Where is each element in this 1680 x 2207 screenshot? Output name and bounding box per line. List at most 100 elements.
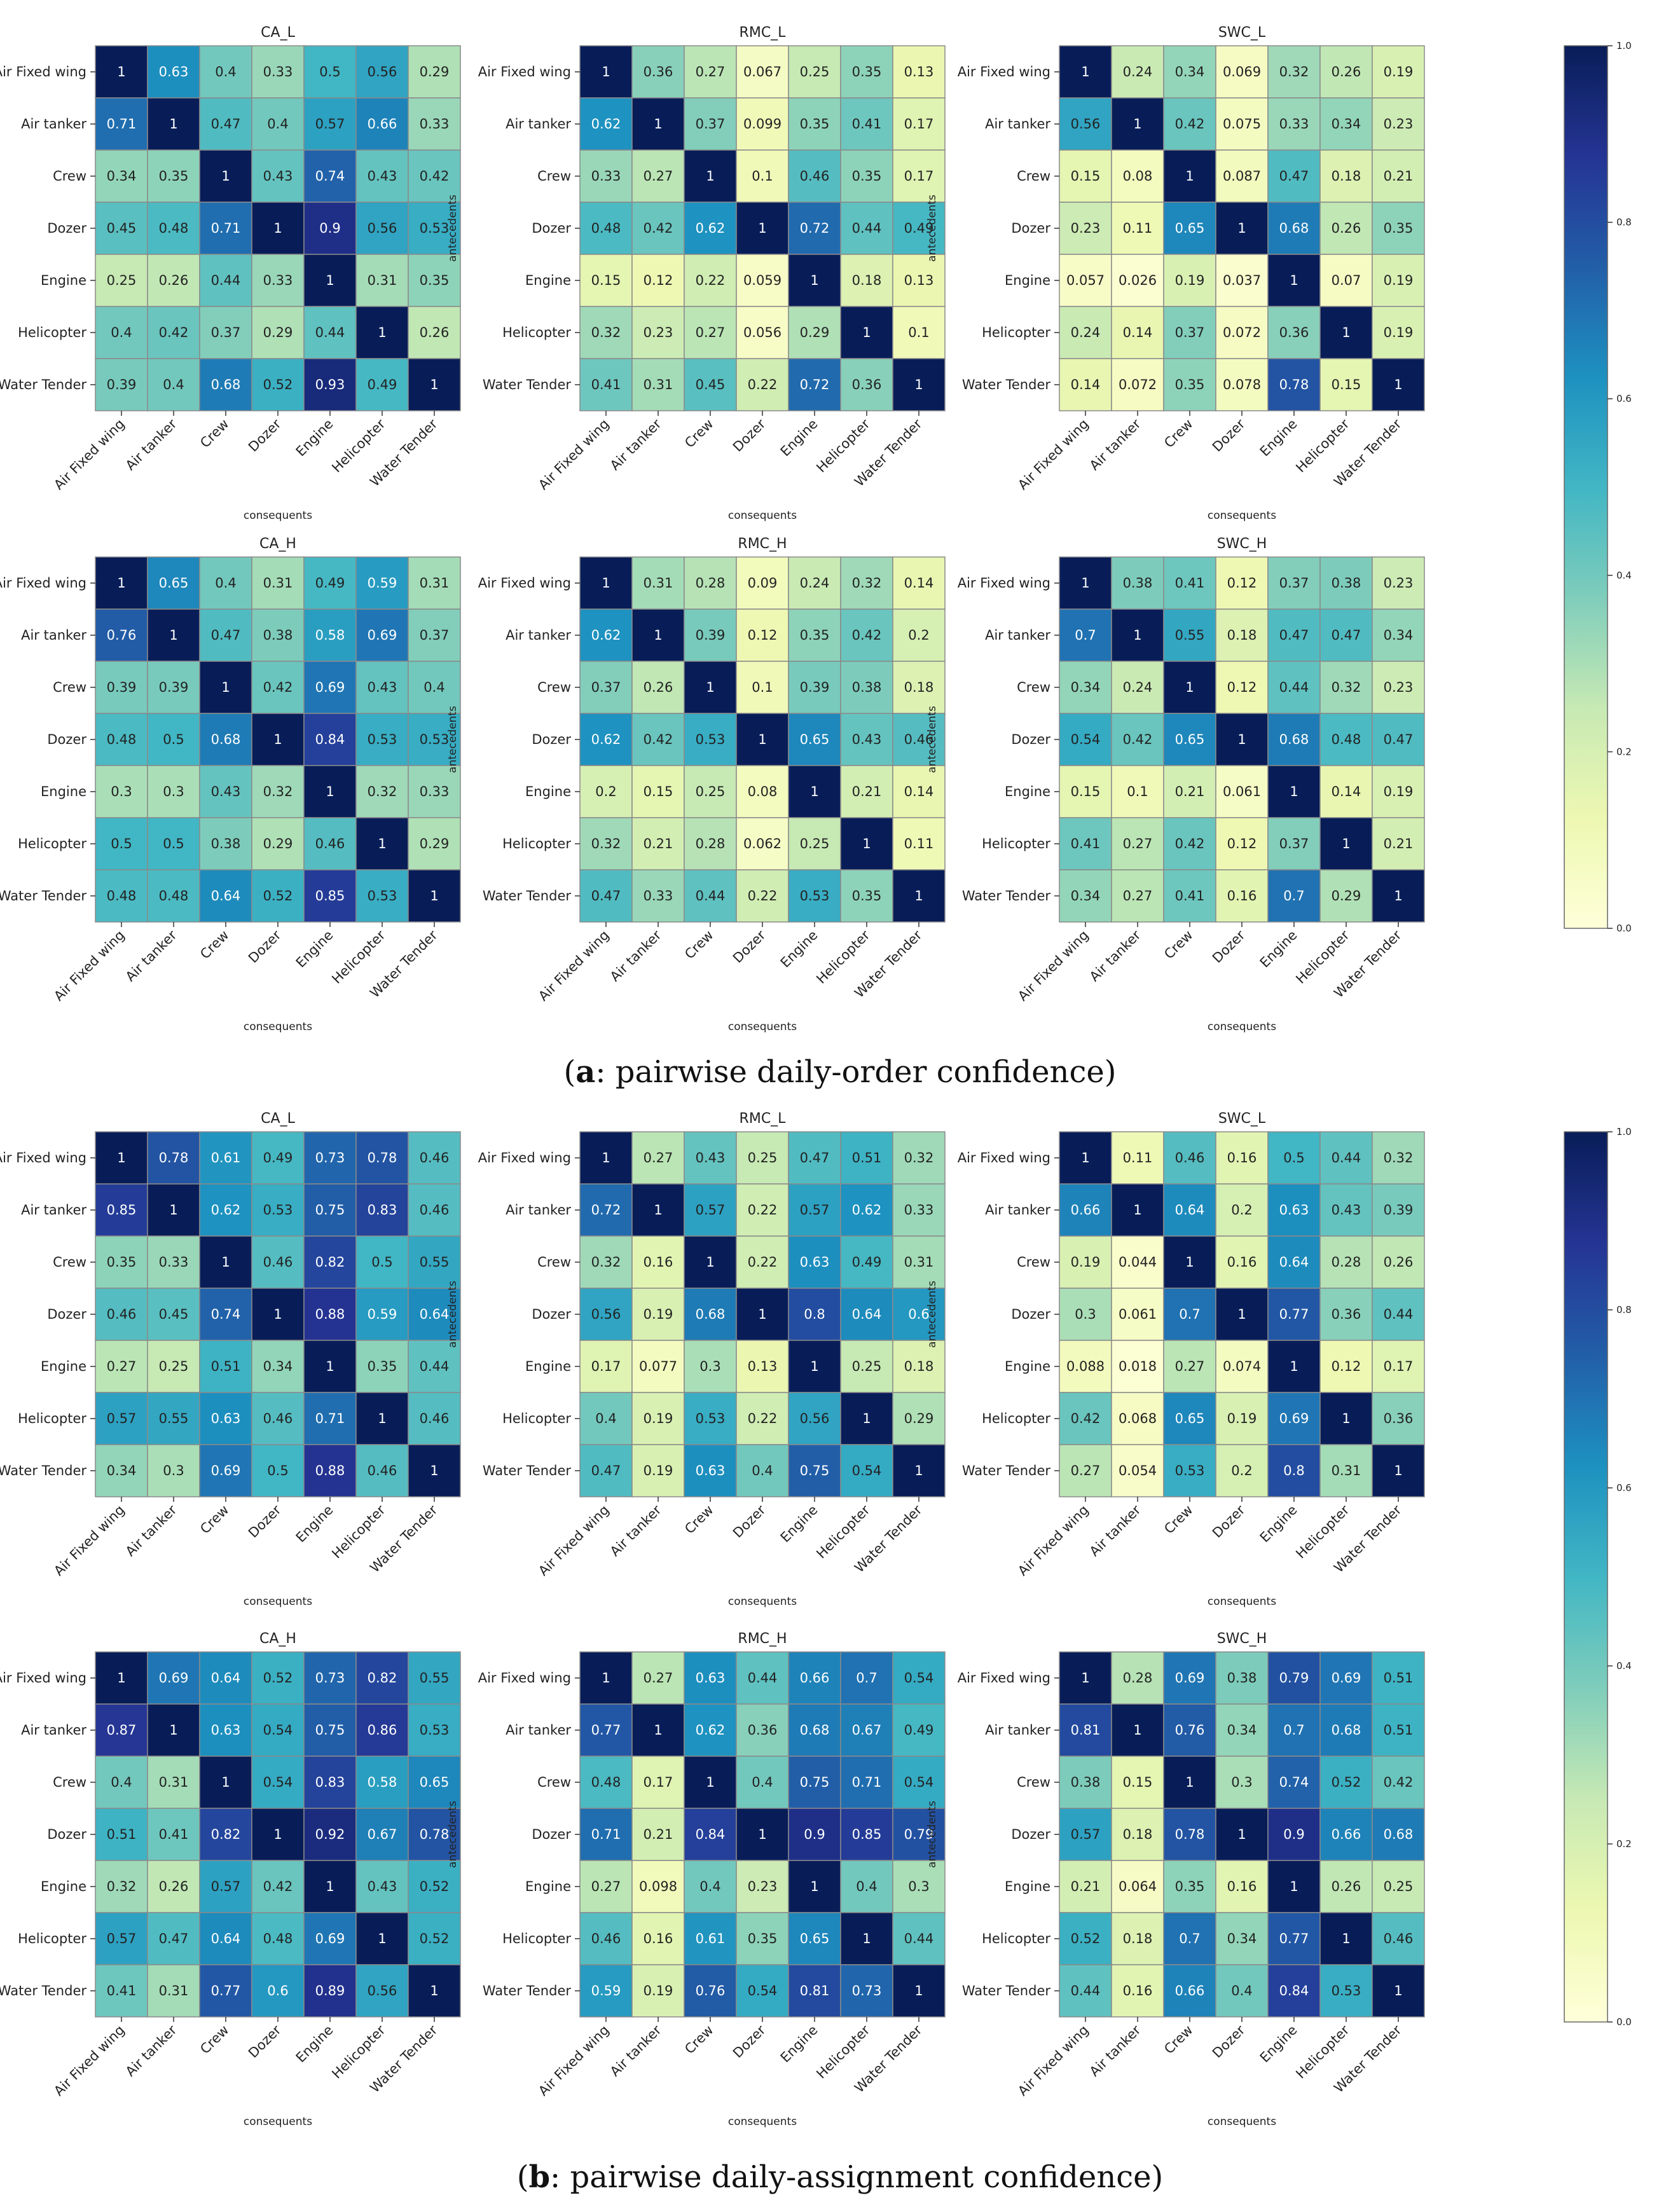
cell-label: 0.48 [1332,732,1361,747]
cell-label: 0.45 [696,377,726,392]
cell-label: 0.29 [904,1411,934,1426]
y-tick-label: Helicopter [982,1931,1050,1946]
heatmap-cell [788,1651,841,1705]
heatmap-cell [355,817,409,870]
cell-label: 0.46 [1175,1150,1205,1165]
cell-label: 1 [169,1722,177,1738]
heatmap-cell [892,608,946,662]
cell-label: 0.45 [107,221,137,236]
cell-label: 0.9 [319,221,340,236]
heatmap-cell [1267,149,1321,203]
cell-label: 0.16 [1123,1983,1153,1998]
x-tick-label: Engine [778,1502,821,1546]
cell-label: 0.4 [752,1463,773,1478]
y-tick-label: Dozer [1011,732,1050,747]
cell-label: 0.69 [1279,1411,1309,1426]
cell-label: 0.21 [1071,1879,1101,1894]
heatmap-cell [199,1808,252,1861]
cell-label: 0.87 [107,1722,137,1738]
cell-label: 0.75 [315,1722,345,1738]
cell-label: 0.31 [159,1775,189,1790]
cell-label: 0.53 [420,732,450,747]
cell-label: 1 [273,732,282,747]
cell-label: 0.15 [1123,1775,1153,1790]
cell-label: 1 [326,273,334,288]
heatmap-cell [199,1444,252,1497]
cell-label: 0.81 [1071,1722,1101,1738]
heatmap-cell [788,817,841,870]
colorbar-tick-label: 0.0 [1616,2016,1632,2028]
heatmap-cell [199,1860,252,1913]
cell-label: 0.32 [591,325,621,340]
heatmap-cell [1111,1860,1164,1913]
heatmap-cell [1372,1392,1425,1445]
heatmap-cell [408,1235,461,1289]
cell-label: 1 [654,1202,662,1218]
x-tick-label: Air Fixed wing [51,928,127,1004]
heatmap-cell [251,1392,305,1445]
cell-label: 0.34 [1227,1931,1257,1946]
cell-label: 0.28 [1123,1670,1153,1686]
heatmap-cell [1372,1808,1425,1861]
y-tick-label: Crew [537,1775,571,1790]
cell-label: 0.44 [1071,1983,1101,1998]
heatmap-cell [1267,869,1321,923]
cell-label: 0.19 [1384,325,1414,340]
cell-label: 0.16 [1227,888,1257,904]
cell-label: 0.19 [1384,273,1414,288]
cell-label: 0.51 [1384,1722,1414,1738]
cell-label: 0.21 [1384,836,1414,851]
heatmap-cell [1215,608,1269,662]
cell-label: 0.47 [159,1931,189,1946]
cell-label: 0.25 [800,836,830,851]
cell-label: 1 [758,732,766,747]
cell-label: 0.31 [420,575,450,591]
cell-label: 0.072 [1119,377,1157,392]
cell-label: 1 [914,377,923,392]
y-tick-label: Water Tender [483,888,571,904]
heatmap-title: SWC_L [1218,25,1266,41]
cell-label: 0.37 [211,325,241,340]
cell-label: 0.44 [1279,680,1309,695]
heatmap-cell [1059,556,1112,610]
colorbars: 0.0 0.2 0.4 0.6 0.8 1.0 0.0 0.2 0.4 0.6 0.8 1.0 [1564,40,1632,2028]
cell-label: 1 [1081,1150,1089,1165]
cell-label: 1 [862,325,871,340]
cell-label: 0.35 [368,1359,397,1374]
x-tick-label: Crew [682,416,716,451]
heatmap-cell [95,358,148,411]
heatmap-cell [840,556,893,610]
x-tick-label: Engine [778,928,821,971]
cell-label: 0.32 [263,784,293,799]
cell-label: 0.48 [107,732,137,747]
cell-label: 0.33 [420,116,450,132]
y-tick-label: Air tanker [21,1722,86,1738]
cell-label: 0.63 [800,1255,830,1270]
cell-label: 0.38 [1123,575,1153,591]
heatmap-cell [147,869,200,923]
cell-label: 0.51 [107,1827,137,1842]
cell-label: 0.76 [696,1983,726,1998]
heatmap-cell [1372,306,1425,359]
cell-label: 0.88 [315,1463,345,1478]
heatmap-cell [736,97,789,151]
cell-label: 0.67 [368,1827,397,1842]
heatmap-cell [579,608,633,662]
heatmap-cell [1215,202,1269,255]
cell-label: 0.33 [644,888,673,904]
cell-label: 0.53 [1175,1463,1205,1478]
heatmap-cell [892,661,946,714]
cell-label: 0.062 [743,836,781,851]
heatmap-cell [840,254,893,307]
cell-label: 0.35 [800,628,830,643]
heatmap-cell [736,1808,789,1861]
cell-label: 0.43 [696,1150,726,1165]
cell-label: 1 [430,377,438,392]
heatmap-cell [1215,306,1269,359]
heatmap-cell [684,1912,737,1965]
heatmap-cell [147,556,200,610]
cell-label: 0.11 [904,836,934,851]
cell-label: 0.46 [420,1150,450,1165]
heatmap-cell [1215,1183,1269,1237]
cell-label: 0.37 [1279,836,1309,851]
